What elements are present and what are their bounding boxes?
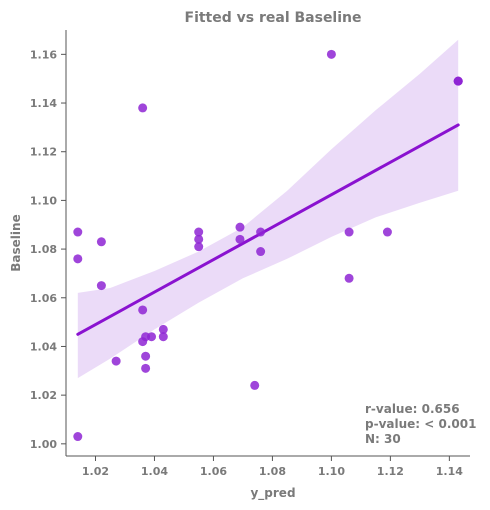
confidence-band-layer [77,39,459,379]
p-value-text: p-value: < 0.001 [365,417,476,431]
y-tick-label: 1.14 [30,97,57,110]
y-tick-label: 1.16 [30,48,57,61]
scatter-point [256,247,266,257]
chart-title: Fitted vs real Baseline [185,10,362,26]
x-axis-label: y_pred [250,486,295,501]
confidence-band [77,39,459,379]
regression-line-layer [76,123,460,336]
y-ticks: 1.00 1.02 1.04 1.06 1.08 1.10 1.12 1.14 1.16 [30,48,66,451]
x-tick-label: 1.14 [436,465,463,478]
x-tick-label: 1.02 [82,465,109,478]
y-tick-label: 1.00 [30,438,57,451]
x-tick-label: 1.06 [200,465,227,478]
x-tick-label: 1.08 [259,465,286,478]
scatter-point [250,380,260,390]
x-tick-label: 1.12 [377,465,404,478]
y-tick-label: 1.10 [30,194,57,207]
scatter-point [382,227,392,237]
x-tick-label: 1.04 [141,465,168,478]
scatter-point [194,227,204,237]
y-tick-label: 1.12 [30,146,57,159]
n-count-text: N: 30 [365,432,401,446]
scatter-point [453,76,463,86]
scatter-point [235,222,245,232]
scatter-point [96,281,106,291]
r-value-text: r-value: 0.656 [365,402,460,416]
scatter-point [158,324,168,334]
x-tick-label: 1.10 [318,465,345,478]
y-axis-label: Baseline [9,214,23,271]
scatter-point [194,242,204,252]
scatter-point [235,234,245,244]
scatter-point [73,432,83,442]
y-tick-label: 1.06 [30,292,57,305]
scatter-point [73,227,83,237]
scatter-point [138,305,148,315]
scatter-point [138,103,148,113]
scatter-point [344,273,354,283]
scatter-point [256,227,266,237]
y-tick-label: 1.08 [30,243,57,256]
scatter-point [147,332,157,342]
regression-line [76,123,460,336]
y-tick-label: 1.02 [30,389,57,402]
scatter-point [141,363,151,373]
scatter-point [194,234,204,244]
scatter-point [111,356,121,366]
scatter-point [326,49,336,59]
scatter-point [73,254,83,264]
y-tick-label: 1.04 [30,340,57,353]
scatter-point [158,332,168,342]
stats-annotation: r-value: 0.656 p-value: < 0.001 N: 30 [365,402,476,446]
x-ticks: 1.02 1.04 1.06 1.08 1.10 1.12 1.14 [82,456,463,478]
scatter-points-layer [73,49,463,442]
scatter-point [141,351,151,361]
scatter-point [96,237,106,247]
scatter-point [344,227,354,237]
